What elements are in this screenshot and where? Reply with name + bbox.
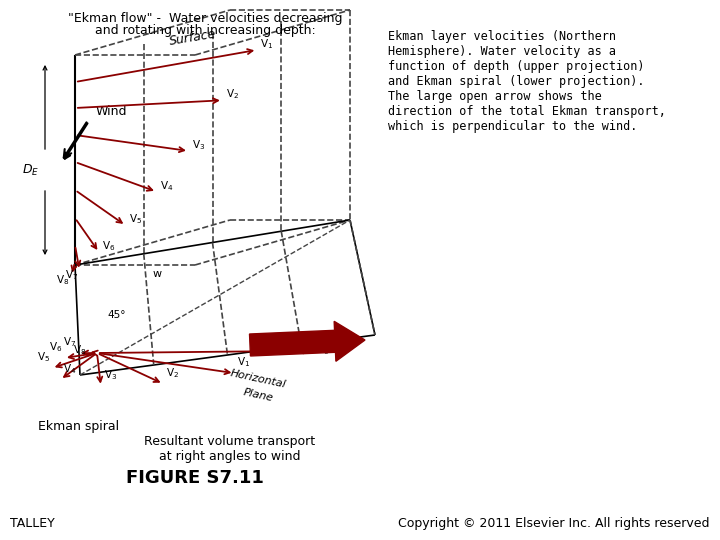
- Text: FIGURE S7.11: FIGURE S7.11: [126, 469, 264, 487]
- Text: at right angles to wind: at right angles to wind: [159, 450, 301, 463]
- Text: V$_7$: V$_7$: [65, 268, 78, 282]
- Text: V$_6$: V$_6$: [102, 239, 115, 253]
- Text: Resultant volume transport: Resultant volume transport: [145, 435, 315, 448]
- Text: and rotating with increasing depth:: and rotating with increasing depth:: [94, 24, 315, 37]
- Text: 45°: 45°: [107, 310, 125, 320]
- Text: V$_3$: V$_3$: [192, 138, 205, 152]
- Text: V$_7$: V$_7$: [63, 335, 76, 349]
- Text: V$_8$: V$_8$: [56, 274, 70, 287]
- Text: V$_4$: V$_4$: [63, 362, 76, 375]
- Text: Ekman layer velocities (Northern
Hemisphere). Water velocity as a
function of de: Ekman layer velocities (Northern Hemisph…: [388, 30, 666, 133]
- Text: Horizontal: Horizontal: [229, 368, 287, 390]
- Text: V$_2$: V$_2$: [226, 87, 239, 101]
- Text: V$_0$: V$_0$: [316, 343, 329, 356]
- Text: Copyright © 2011 Elsevier Inc. All rights reserved: Copyright © 2011 Elsevier Inc. All right…: [398, 517, 710, 530]
- Text: V$_1$: V$_1$: [238, 355, 251, 369]
- FancyArrow shape: [250, 321, 365, 361]
- Text: Ekman spiral: Ekman spiral: [38, 420, 119, 433]
- Text: V$_4$: V$_4$: [160, 179, 173, 193]
- Text: V$_6$: V$_6$: [49, 340, 63, 354]
- Text: V$_5$: V$_5$: [37, 350, 50, 364]
- Text: V$_2$: V$_2$: [166, 366, 179, 380]
- Text: $D_E$: $D_E$: [22, 163, 39, 178]
- Text: TALLEY: TALLEY: [10, 517, 55, 530]
- Text: w: w: [153, 269, 162, 279]
- Text: "Ekman flow" -  Water velocities decreasing: "Ekman flow" - Water velocities decreasi…: [68, 12, 342, 25]
- Text: Surface: Surface: [168, 27, 217, 48]
- Text: V$_3$: V$_3$: [104, 369, 117, 382]
- Text: Plane: Plane: [242, 387, 274, 403]
- Text: Wind: Wind: [96, 105, 127, 118]
- Text: V$_5$: V$_5$: [129, 213, 142, 226]
- Text: V$_8$: V$_8$: [73, 343, 86, 357]
- Text: V$_1$: V$_1$: [260, 37, 274, 51]
